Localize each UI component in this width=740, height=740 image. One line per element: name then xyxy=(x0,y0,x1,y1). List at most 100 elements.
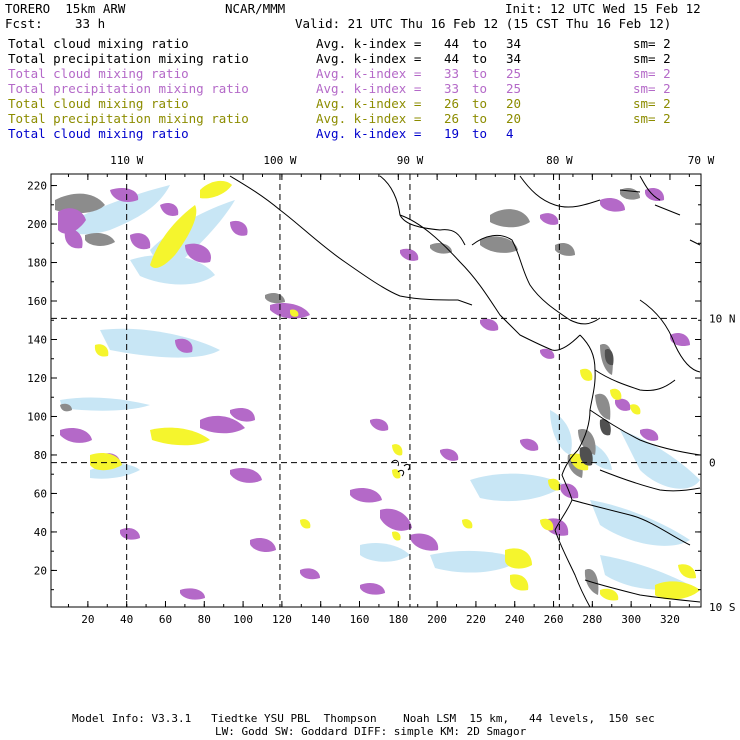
axis-layer: 20 40 60 80 100 120 140 160 180 200 220 240 260 280 30… xyxy=(27,154,735,626)
forecast-hour: 33 h xyxy=(75,16,106,31)
x-tick-label: 160 xyxy=(350,613,370,626)
legend-k-from: 33 xyxy=(444,66,460,81)
legend-field: Total cloud mixing ratio xyxy=(8,66,189,81)
legend-to: to xyxy=(472,96,488,111)
longitude-label: 80 W xyxy=(546,154,573,167)
latitude-label: 10 N xyxy=(709,312,736,325)
organization: NCAR/MMM xyxy=(225,1,286,16)
x-tick-label: 240 xyxy=(505,613,525,626)
legend-index-label: Avg. k-index = xyxy=(316,66,422,81)
legend-row: Total cloud mixing ratio Avg. k-index = … xyxy=(8,66,733,81)
x-tick-label: 180 xyxy=(388,613,408,626)
legend-index-label: Avg. k-index = xyxy=(316,111,422,126)
southern-coast xyxy=(584,579,701,603)
x-tick-label: 260 xyxy=(544,613,564,626)
legend-to: to xyxy=(472,81,488,96)
legend-index-label: Avg. k-index = xyxy=(316,51,422,66)
longitude-label: 70 W xyxy=(688,154,715,167)
x-tick-label: 100 xyxy=(233,613,253,626)
x-tick-label: 60 xyxy=(159,613,172,626)
y-tick-label: 200 xyxy=(27,218,47,231)
legend-to: to xyxy=(472,111,488,126)
legend-index-label: Avg. k-index = xyxy=(316,126,422,141)
florida-coast xyxy=(639,175,661,201)
legend-k-to: 34 xyxy=(506,51,522,66)
legend-smoothing: sm= 2 xyxy=(633,66,671,81)
legend-field: Total cloud mixing ratio xyxy=(8,36,189,51)
legend-smoothing: sm= 2 xyxy=(633,36,671,51)
border-5 xyxy=(639,299,701,373)
x-tick-label: 200 xyxy=(427,613,447,626)
legend-field: Total cloud mixing ratio xyxy=(8,126,189,141)
legend-row: Total precipitation mixing ratio Avg. k-… xyxy=(8,111,733,126)
legend-k-from: 19 xyxy=(444,126,460,141)
legend-smoothing: sm= 2 xyxy=(633,81,671,96)
central-america-coastline xyxy=(399,214,581,351)
y-tick-label: 140 xyxy=(27,334,47,347)
legend-row: Total cloud mixing ratio Avg. k-index = … xyxy=(8,36,733,51)
yucatan-coastline xyxy=(379,175,466,246)
legend-field: Total precipitation mixing ratio xyxy=(8,81,249,96)
legend-k-to: 4 xyxy=(506,126,514,141)
x-tick-label: 300 xyxy=(621,613,641,626)
valid-time: Valid: 21 UTC Thu 16 Feb 12 (15 CST Thu … xyxy=(295,16,672,31)
legend-field: Total precipitation mixing ratio xyxy=(8,51,249,66)
legend-k-from: 33 xyxy=(444,81,460,96)
legend-row: Total cloud mixing ratio Avg. k-index = … xyxy=(8,126,733,141)
border-3 xyxy=(571,499,691,546)
legend-field: Total precipitation mixing ratio xyxy=(8,111,249,126)
longitude-label: 100 W xyxy=(263,154,296,167)
legend-k-to: 20 xyxy=(506,111,522,126)
legend-row: Total cloud mixing ratio Avg. k-index = … xyxy=(8,96,733,111)
yellow-cloud-areas xyxy=(90,180,700,601)
legend-k-from: 26 xyxy=(444,111,460,126)
plot-frame xyxy=(50,173,702,608)
legend-index-label: Avg. k-index = xyxy=(316,81,422,96)
x-tick-label: 280 xyxy=(582,613,602,626)
x-tick-label: 80 xyxy=(198,613,211,626)
map-content xyxy=(55,175,701,607)
y-tick-label: 80 xyxy=(34,449,47,462)
y-tick-label: 180 xyxy=(27,257,47,270)
x-tick-label: 20 xyxy=(81,613,94,626)
y-tick-label: 160 xyxy=(27,295,47,308)
legend-index-label: Avg. k-index = xyxy=(316,36,422,51)
legend-to: to xyxy=(472,51,488,66)
longitude-label: 90 W xyxy=(397,154,424,167)
init-time: Init: 12 UTC Wed 15 Feb 12 xyxy=(505,1,701,16)
legend-k-from: 44 xyxy=(444,51,460,66)
legend-k-from: 26 xyxy=(444,96,460,111)
northern-coast xyxy=(519,175,601,208)
dark-gray-cloud-areas xyxy=(579,349,614,466)
y-tick-label: 220 xyxy=(27,180,47,193)
y-tick-label: 40 xyxy=(34,526,47,539)
y-tick-label: 100 xyxy=(27,410,47,423)
caribbean-islands xyxy=(619,189,701,246)
legend-to: to xyxy=(472,126,488,141)
caribbean-coastline xyxy=(471,234,601,325)
x-tick-label: 140 xyxy=(311,613,331,626)
legend-smoothing: sm= 2 xyxy=(633,51,671,66)
legend-to: to xyxy=(472,36,488,51)
galapagos-islands xyxy=(391,459,411,477)
y-tick-label: 20 xyxy=(34,564,47,577)
legend-index-label: Avg. k-index = xyxy=(316,96,422,111)
legend-to: to xyxy=(472,66,488,81)
legend-smoothing: sm= 2 xyxy=(633,96,671,111)
coastlines xyxy=(229,175,701,607)
model-info: Model Info: V3.3.1 Tiedtke YSU PBL Thomp… xyxy=(72,712,655,725)
physics-info: LW: Godd SW: Goddard DIFF: simple KM: 2D… xyxy=(215,725,527,738)
legend-row: Total precipitation mixing ratio Avg. k-… xyxy=(8,51,733,66)
latitude-label: 10 S xyxy=(709,601,736,614)
legend-field: Total cloud mixing ratio xyxy=(8,96,189,111)
mexico-coastline xyxy=(229,175,473,306)
legend-k-to: 25 xyxy=(506,66,522,81)
peru-coastline xyxy=(554,529,591,607)
legend-k-from: 44 xyxy=(444,36,460,51)
longitude-label: 110 W xyxy=(110,154,143,167)
border-4 xyxy=(599,469,701,492)
y-tick-label: 60 xyxy=(34,487,47,500)
latitude-label: 0 xyxy=(709,457,716,470)
legend-k-to: 34 xyxy=(506,36,522,51)
